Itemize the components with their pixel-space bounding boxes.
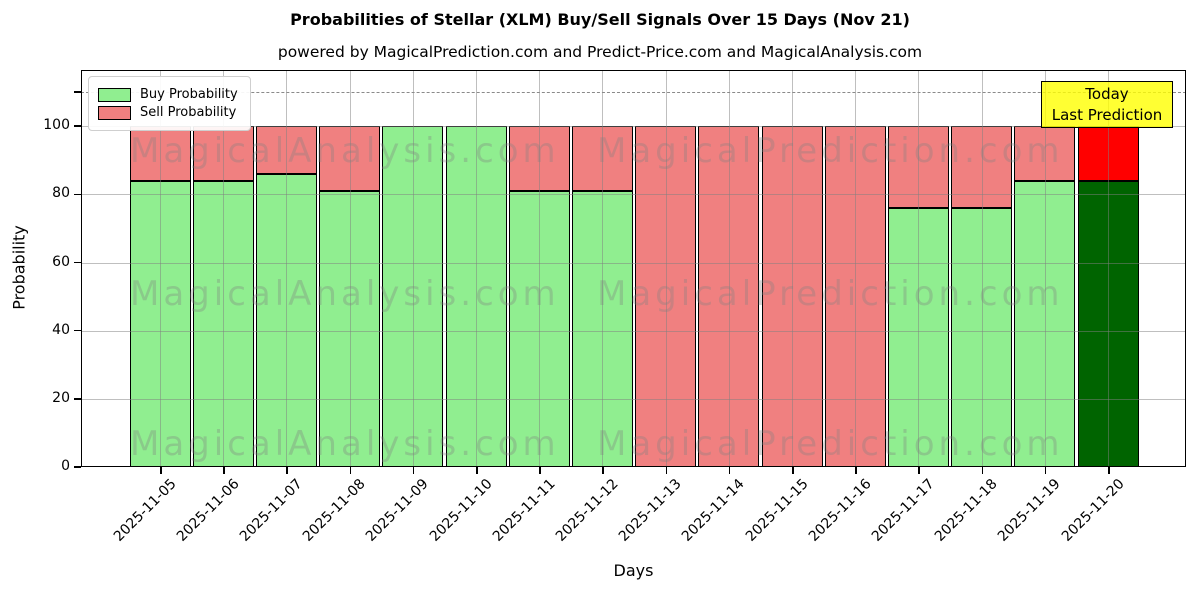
bar-segment-sell [887,126,949,209]
y-tick-label: 20 [52,389,70,406]
legend-swatch-buy-icon [98,87,131,102]
bar-segment-buy [129,180,191,467]
x-tick-mark [1044,467,1047,474]
legend-item-buy: Buy Probability [98,87,238,102]
x-tick-mark [412,467,415,474]
legend-label-sell: Sell Probability [140,105,237,120]
annotation-line1: Today [1085,84,1129,103]
bar-segment-buy [255,173,317,467]
x-tick-label-text: 2025-11-07 [236,476,306,545]
x-tick-mark [602,467,604,474]
bar-segment-buy [319,190,381,467]
y-tick-mark [74,398,81,400]
bar-segment-buy [192,180,254,467]
bar-segment-sell [824,126,886,467]
x-tick-label-text: 2025-11-16 [805,476,875,545]
x-tick-mark [918,467,920,474]
y-tick-label: 0 [61,458,70,474]
today-annotation: Today Last Prediction [1041,81,1173,128]
x-tick-label-text: 2025-11-17 [868,476,938,545]
bar-segment-buy [1014,180,1076,467]
x-tick-label-text: 2025-11-13 [616,476,685,545]
bar-segment-sell [319,126,381,191]
legend-item-sell: Sell Probability [98,105,238,120]
x-tick-mark [349,467,352,474]
plot-area: Buy Probability Sell Probability Today L… [81,70,1186,467]
bar-segment-sell [761,126,823,467]
x-tick-mark [160,467,162,474]
bar-segment-buy [508,190,570,467]
bar-segment-buy [571,190,633,467]
x-tick-label-text: 2025-11-06 [173,476,243,545]
bar-segment-sell [508,126,570,191]
x-tick-mark [728,467,731,474]
y-tick-mark [74,329,81,332]
y-tick-mark [74,125,81,127]
bar-segment-buy [951,208,1013,467]
chart-title: Probabilities of Stellar (XLM) Buy/Sell … [290,10,910,29]
legend-label-buy: Buy Probability [140,87,238,102]
y-tick-label: 40 [52,321,70,338]
x-tick-mark [223,467,225,474]
x-tick-label-text: 2025-11-18 [932,476,1001,545]
bar-segment-sell [571,126,633,191]
y-tick-mark [74,261,81,264]
legend-swatch-sell-icon [98,105,131,120]
bar-segment-sell [698,126,760,467]
chart-subtitle: powered by MagicalPrediction.com and Pre… [277,43,923,61]
bar-segment-buy [445,126,507,467]
bar-segment-sell [1014,126,1076,181]
x-tick-mark [855,467,857,474]
bar-segment-buy [887,208,949,467]
x-tick-label-text: 2025-11-14 [679,476,749,545]
x-tick-mark [981,467,984,474]
y-tick-label: 100 [43,117,70,134]
bar-segment-buy [1077,180,1139,467]
x-tick-mark [539,467,541,474]
x-tick-label-text: 2025-11-19 [995,476,1065,545]
x-tick-mark [792,467,794,474]
x-tick-mark [476,467,478,474]
legend: Buy Probability Sell Probability [88,76,251,131]
bar-segment-sell [129,126,191,181]
x-tick-label-text: 2025-11-05 [110,476,180,545]
x-tick-label-text: 2025-11-11 [489,476,559,545]
x-tick-label-text: 2025-11-15 [742,476,812,545]
x-tick-mark [665,467,668,474]
x-tick-mark [286,467,288,474]
bar-segment-sell [1077,126,1139,181]
x-tick-label-text: 2025-11-12 [552,476,622,545]
y-tick-label: 80 [52,185,70,202]
x-tick-label-text: 2025-11-08 [300,476,369,545]
bar-segment-sell [192,126,254,181]
bar-segment-sell [255,126,317,174]
y-tick-mark [74,466,81,468]
annotation-line2: Last Prediction [1051,105,1163,124]
bar-segment-sell [951,126,1013,209]
bar-segment-buy [382,126,444,467]
y-tick-label: 60 [52,253,70,270]
x-axis-label: Days [613,561,654,580]
x-tick-label-text: 2025-11-20 [1058,476,1128,545]
y-tick-mark [74,193,81,196]
x-tick-label-text: 2025-11-10 [426,476,496,545]
x-tick-mark [1108,467,1110,474]
bar-segment-sell [635,126,697,467]
y-tick-mark-unlabeled [74,91,81,93]
x-tick-label-text: 2025-11-09 [363,476,433,545]
